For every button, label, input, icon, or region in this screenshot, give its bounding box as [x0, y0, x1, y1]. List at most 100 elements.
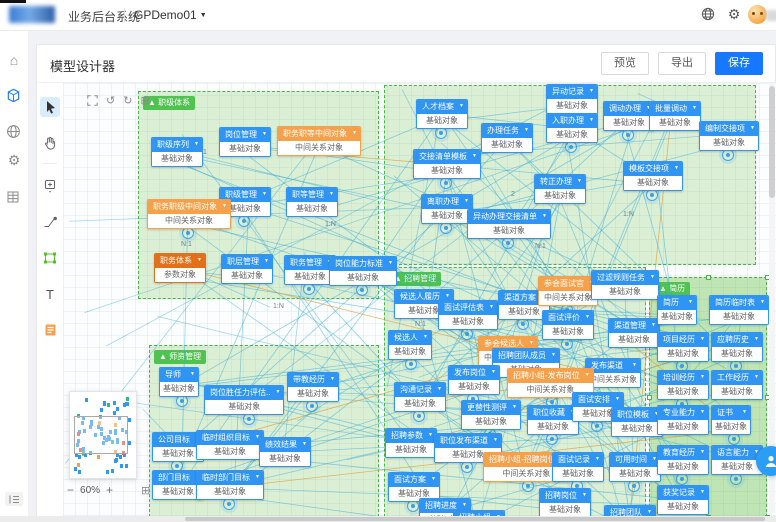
- node-title[interactable]: 更替性测评 ▼: [462, 401, 520, 415]
- chevron-down-icon[interactable]: ▼: [692, 105, 697, 111]
- select-tool[interactable]: [40, 97, 60, 117]
- preview-button[interactable]: 预览: [601, 52, 649, 75]
- model-node[interactable]: 岗位管理 ▼ 基础对象: [219, 127, 271, 157]
- model-node[interactable]: 转正办理 ▼ 基础对象: [534, 174, 586, 204]
- chevron-down-icon[interactable]: ▼: [489, 304, 494, 310]
- chevron-down-icon[interactable]: ▼: [437, 386, 442, 392]
- chevron-down-icon[interactable]: ▼: [264, 258, 269, 264]
- chevron-down-icon[interactable]: ▼: [194, 141, 199, 147]
- chevron-down-icon[interactable]: ▼: [275, 389, 281, 395]
- zoom-out-button[interactable]: −: [67, 483, 75, 497]
- node-title[interactable]: 招聘小组▼: [454, 511, 504, 517]
- node-title[interactable]: 简历 ▼: [658, 296, 696, 310]
- chevron-down-icon[interactable]: ▼: [512, 404, 517, 410]
- model-node[interactable]: 离职办理 ▼ 基础对象: [421, 194, 473, 224]
- chevron-down-icon[interactable]: ▼: [262, 131, 267, 137]
- node-title[interactable]: 职等管理 ▼: [287, 188, 337, 202]
- resize-handle[interactable]: [647, 395, 652, 400]
- chevron-down-icon[interactable]: ▼: [529, 340, 534, 346]
- model-node[interactable]: 发布岗位 ▼ 基础对象: [448, 365, 500, 395]
- model-node[interactable]: 简历临时表 ▼ 基础对象: [709, 295, 769, 325]
- chevron-down-icon[interactable]: ▼: [654, 412, 659, 417]
- settings-icon[interactable]: ⚙: [7, 152, 21, 168]
- node-title[interactable]: 职层管理 ▼: [222, 255, 272, 269]
- node-title[interactable]: 面试安排 ▼: [573, 393, 623, 407]
- project-selector[interactable]: GPDemo01 ▼: [134, 8, 207, 22]
- model-node[interactable]: 教育经历 ▼ 基础对象: [657, 445, 709, 475]
- model-node[interactable]: 模板交接项 ▼ 基础对象: [623, 161, 683, 191]
- model-node[interactable]: 导师 ▼ 基础对象: [159, 367, 199, 397]
- add-node-tool[interactable]: [40, 176, 60, 196]
- chevron-down-icon[interactable]: ▼: [197, 257, 202, 263]
- node-title[interactable]: 应聘历史 ▼: [712, 333, 762, 347]
- node-title[interactable]: 模板交接项 ▼: [624, 162, 682, 176]
- chevron-down-icon[interactable]: ▼: [700, 374, 705, 380]
- fit-screen-button[interactable]: ⊞: [141, 484, 151, 497]
- node-title[interactable]: 岗位胜任力评估.. ▼: [205, 386, 284, 400]
- model-node[interactable]: 招聘小组-发布岗位 ▼ 中间关系对象: [507, 368, 594, 398]
- globe-icon[interactable]: [6, 124, 22, 140]
- node-title[interactable]: 交接清单模板 ▼: [414, 150, 480, 164]
- node-title[interactable]: 职务体系 ▼: [155, 254, 205, 268]
- model-node[interactable]: 可用时间 ▼ 基础对象: [609, 452, 661, 482]
- zoom-in-button[interactable]: +: [106, 483, 114, 497]
- chevron-down-icon[interactable]: ▼: [589, 117, 594, 123]
- model-node[interactable]: 职务管理▼基础对象: [284, 255, 336, 285]
- model-node[interactable]: 交接清单模板 ▼ 基础对象: [413, 149, 481, 179]
- group-label[interactable]: ▲ 职级体系: [143, 96, 196, 110]
- model-node[interactable]: 岗位能力标准 ▼ 基础对象: [329, 256, 397, 286]
- chevron-down-icon[interactable]: ▼: [700, 409, 705, 415]
- node-title[interactable]: 调动办理▼: [604, 102, 654, 116]
- chevron-down-icon[interactable]: ▼: [428, 432, 433, 438]
- fit-view-icon[interactable]: [87, 95, 98, 109]
- model-node[interactable]: 招聘小组▼基础对象: [453, 510, 505, 517]
- model-node[interactable]: 应聘历史 ▼ 基础对象: [711, 332, 763, 362]
- chevron-down-icon[interactable]: ▼: [222, 203, 227, 209]
- node-title[interactable]: 招聘岗位 ▼: [540, 489, 590, 503]
- model-node[interactable]: 专业能力 ▼ 基础对象: [657, 405, 709, 435]
- group-label[interactable]: ▲ 简历: [654, 282, 691, 296]
- node-title[interactable]: 异动记录 ▼: [547, 85, 597, 99]
- model-node[interactable]: 沟通记录 ▼ 基础对象: [394, 382, 446, 412]
- node-title[interactable]: 渠道管理 ▼: [609, 319, 659, 333]
- node-title[interactable]: 临时组织目标 ▼: [197, 431, 263, 445]
- node-title[interactable]: 发布岗位 ▼: [449, 366, 499, 380]
- chevron-down-icon[interactable]: ▼: [700, 449, 705, 455]
- model-node[interactable]: 工作经历 ▼ 基础对象: [711, 370, 763, 400]
- node-title[interactable]: 获奖记录 ▼: [658, 486, 708, 500]
- node-title[interactable]: 发布渠道 ▼: [586, 359, 640, 373]
- chevron-down-icon[interactable]: ▼: [688, 299, 693, 305]
- node-title[interactable]: 面试记录 ▼: [553, 453, 603, 467]
- node-title[interactable]: 临时部门目标 ▼: [197, 471, 263, 485]
- chevron-down-icon[interactable]: ▼: [615, 396, 620, 402]
- node-title[interactable]: 带教经历 ▼: [288, 373, 338, 387]
- chevron-down-icon[interactable]: ▼: [493, 437, 498, 443]
- undo-icon[interactable]: ↺: [106, 95, 116, 107]
- model-node[interactable]: 异动记录 ▼ 基础对象: [546, 84, 598, 114]
- node-title[interactable]: 招聘进度 ▼: [420, 499, 470, 513]
- group-label[interactable]: ▲ 师资管理: [154, 350, 207, 364]
- chevron-down-icon[interactable]: ▼: [582, 492, 587, 498]
- chevron-down-icon[interactable]: ▼: [551, 352, 556, 358]
- node-title[interactable]: 工作经历 ▼: [712, 371, 762, 385]
- node-title[interactable]: 面试评价 ▼: [543, 311, 593, 325]
- legend-tool[interactable]: [40, 320, 60, 340]
- node-title[interactable]: 职级管理 ▼: [220, 188, 270, 202]
- scrollbar-thumb[interactable]: [769, 86, 775, 198]
- chevron-down-icon[interactable]: ▼: [459, 103, 464, 109]
- chevron-down-icon[interactable]: ▼: [329, 191, 334, 197]
- chevron-down-icon[interactable]: ▼: [388, 260, 393, 266]
- model-node[interactable]: 临时组织目标 ▼ 基础对象: [196, 430, 264, 460]
- node-title[interactable]: 过滤规则任务 ▼: [592, 271, 658, 285]
- node-title[interactable]: 招聘参数 ▼: [386, 429, 436, 443]
- horizontal-scrollbar[interactable]: [0, 516, 776, 522]
- node-title[interactable]: 沟通记录 ▼: [395, 383, 445, 397]
- vertical-scrollbar[interactable]: [769, 83, 775, 513]
- node-title[interactable]: 招聘小组-发布岗位 ▼: [508, 369, 593, 383]
- model-node[interactable]: 异动办理交接清单 ▼ 基础对象: [467, 209, 551, 239]
- chevron-down-icon[interactable]: ▼: [190, 371, 195, 377]
- redo-icon[interactable]: ↻: [123, 95, 133, 107]
- model-node[interactable]: 编制交接项 ▼ 基础对象: [699, 121, 759, 151]
- chevron-down-icon[interactable]: ▼: [595, 456, 600, 462]
- chevron-down-icon[interactable]: ▼: [584, 372, 590, 378]
